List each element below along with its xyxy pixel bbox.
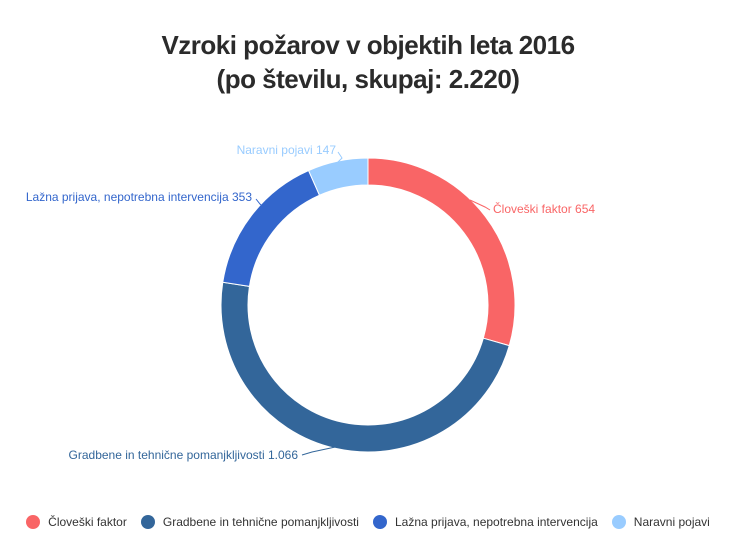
donut-slice-3[interactable] — [222, 169, 321, 287]
legend-marker — [611, 515, 626, 529]
data-label-connector-1 — [469, 199, 491, 211]
chart-title: Vzroki požarov v objektih leta 2016 — [161, 30, 575, 60]
legend-item-2[interactable]: Gradbene in tehnične pomanjkljivosti — [140, 515, 359, 529]
legend-label: Človeški faktor — [48, 515, 127, 529]
legend-item-3[interactable]: Lažna prijava, nepotrebna intervencija — [372, 515, 598, 529]
legend-label: Lažna prijava, nepotrebna intervencija — [394, 515, 598, 529]
legend-item-1[interactable]: Človeški faktor — [26, 515, 127, 529]
chart-legend: Človeški faktor Gradbene in tehnične poma… — [0, 508, 736, 536]
data-label-3: Lažna prijava, nepotrebna intervencija 3… — [26, 190, 252, 204]
donut-chart: Človeški faktor 654 Gradbene in tehnične … — [26, 143, 596, 462]
donut-slice-1[interactable] — [367, 157, 516, 347]
legend-marker — [26, 515, 41, 529]
legend-marker — [372, 515, 387, 529]
chart-title-block: Vzroki požarov v objektih leta 2016 (po … — [0, 28, 736, 96]
legend-marker — [140, 515, 155, 529]
data-label-2: Gradbene in tehnične pomanjkljivosti 1.0… — [69, 448, 299, 462]
chart-subtitle: (po številu, skupaj: 2.220) — [216, 64, 520, 94]
data-label-connector-3 — [255, 198, 275, 218]
legend-label: Gradbene in tehnične pomanjkljivosti — [162, 515, 359, 529]
data-label-4: Naravni pojavi 147 — [237, 143, 337, 157]
donut-slice-4[interactable] — [307, 157, 369, 196]
data-label-1: Človeški faktor 654 — [493, 201, 595, 216]
donut-slice-2[interactable] — [220, 281, 510, 453]
data-label-connector-4 — [335, 151, 343, 165]
data-label-connector-2 — [301, 445, 341, 456]
legend-label: Naravni pojavi — [633, 515, 710, 529]
legend-item-4[interactable]: Naravni pojavi — [611, 515, 710, 529]
